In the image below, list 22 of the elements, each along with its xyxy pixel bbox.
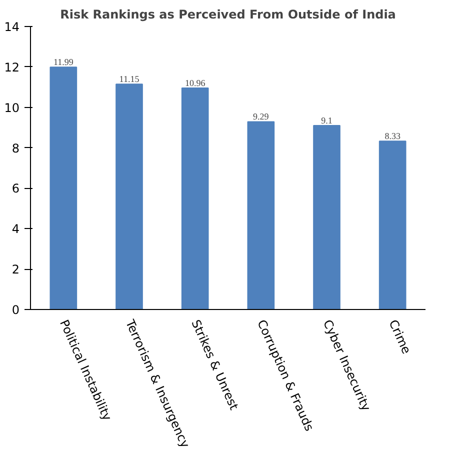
bar [247, 121, 275, 310]
y-tick-label: 0 [12, 303, 20, 317]
data-label: 9.29 [253, 112, 270, 122]
y-tick-label: 14 [4, 20, 20, 34]
bar [378, 140, 406, 310]
bar [313, 125, 340, 310]
data-label: 9.1 [321, 116, 332, 126]
x-tick-label: Crime [386, 318, 414, 356]
y-tick-label: 12 [4, 60, 20, 74]
data-label: 11.15 [119, 74, 140, 84]
bar [116, 84, 143, 310]
y-tick-label: 6 [12, 182, 20, 196]
data-label: 10.96 [184, 78, 206, 88]
bar [50, 66, 78, 310]
chart-title: Risk Rankings as Perceived From Outside of India [60, 8, 396, 22]
bar [181, 87, 209, 310]
data-label: 11.99 [53, 57, 74, 68]
y-tick-label: 2 [12, 262, 20, 277]
y-tick-label: 4 [12, 222, 20, 236]
data-label: 8.33 [384, 131, 401, 142]
y-tick-label: 10 [4, 100, 20, 115]
y-tick-label: 8 [12, 141, 20, 156]
